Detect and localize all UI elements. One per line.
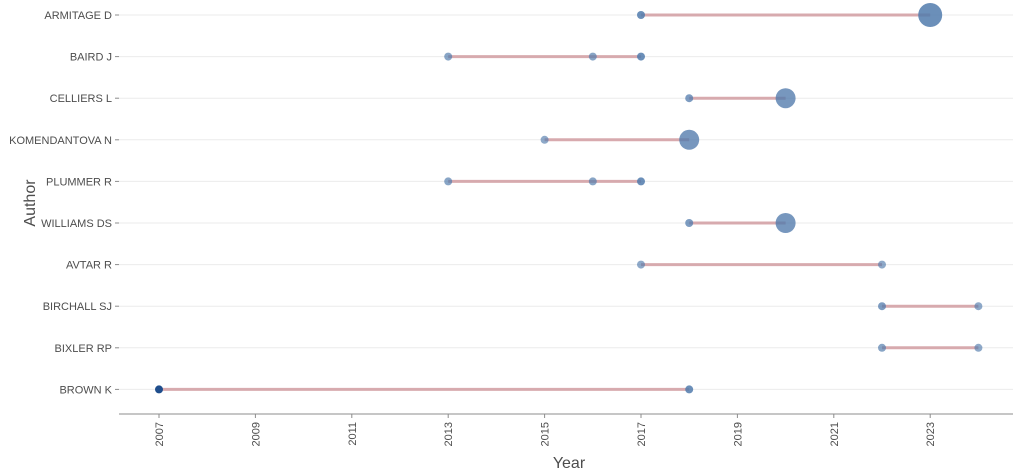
y-tick-label-birchall-sj: BIRCHALL SJ — [43, 301, 112, 313]
point-bixler-rp-2024 — [974, 343, 983, 352]
point-brown-k-2018 — [685, 385, 694, 394]
point-baird-j-2016 — [588, 52, 597, 61]
point-baird-j-2017 — [637, 52, 645, 61]
x-tick-label-2007: 2007 — [154, 422, 166, 446]
y-tick-label-celliers-l: CELLIERS L — [50, 93, 112, 105]
point-celliers-l-2020 — [775, 88, 796, 109]
point-brown-k-2007 — [155, 385, 163, 394]
point-celliers-l-2018 — [685, 94, 694, 103]
y-tick-label-armitage-d: ARMITAGE D — [44, 10, 112, 22]
x-tick-label-2019: 2019 — [732, 422, 744, 446]
point-bixler-rp-2022 — [878, 343, 886, 352]
x-axis-title: Year — [553, 455, 586, 472]
x-axis: 2007 2009 2011 2013 2015 2017 2019 2021 2023 — [119, 413, 1013, 446]
point-komendantova-n-2015 — [540, 135, 549, 144]
point-avtar-r-2022 — [878, 260, 886, 269]
x-tick-label-2013: 2013 — [443, 422, 455, 446]
point-armitage-d-2023 — [918, 3, 943, 27]
x-tick-label-2021: 2021 — [829, 422, 841, 446]
point-avtar-r-2017 — [637, 260, 645, 269]
point-williams-ds-2020 — [775, 213, 796, 233]
y-tick-label-komendantova-n: KOMENDANTOVA N — [9, 135, 112, 147]
y-tick-label-baird-j: BAIRD J — [70, 52, 112, 64]
y-tick-label-plummer-r: PLUMMER R — [46, 176, 112, 188]
point-plummer-r-2017 — [637, 177, 645, 186]
point-baird-j-2013 — [444, 52, 453, 61]
x-tick-label-2017: 2017 — [636, 422, 648, 446]
point-plummer-r-2016 — [588, 177, 597, 186]
point-plummer-r-2013 — [444, 177, 453, 186]
grid-lines — [119, 14, 1013, 390]
data-points — [155, 3, 983, 394]
point-birchall-sj-2024 — [974, 302, 983, 311]
point-komendantova-n-2018 — [679, 129, 700, 150]
point-williams-ds-2018 — [685, 219, 694, 227]
y-tick-label-brown-k: BROWN K — [59, 384, 112, 396]
x-tick-label-2009: 2009 — [250, 422, 262, 446]
y-tick-label-williams-ds: WILLIAMS DS — [41, 218, 112, 230]
timeline-segments — [159, 13, 979, 391]
y-axis: ARMITAGE D BAIRD J CELLIERS L KOMENDANTOVA … — [9, 10, 119, 396]
y-axis-title: Author — [22, 179, 39, 227]
x-tick-label-2011: 2011 — [347, 422, 359, 446]
y-tick-label-avtar-r: AVTAR R — [66, 260, 112, 272]
point-birchall-sj-2022 — [878, 302, 886, 311]
y-tick-label-bixler-rp: BIXLER RP — [55, 343, 112, 355]
x-tick-label-2023: 2023 — [925, 422, 937, 446]
point-armitage-d-2017 — [637, 11, 645, 19]
x-tick-label-2015: 2015 — [540, 422, 552, 446]
